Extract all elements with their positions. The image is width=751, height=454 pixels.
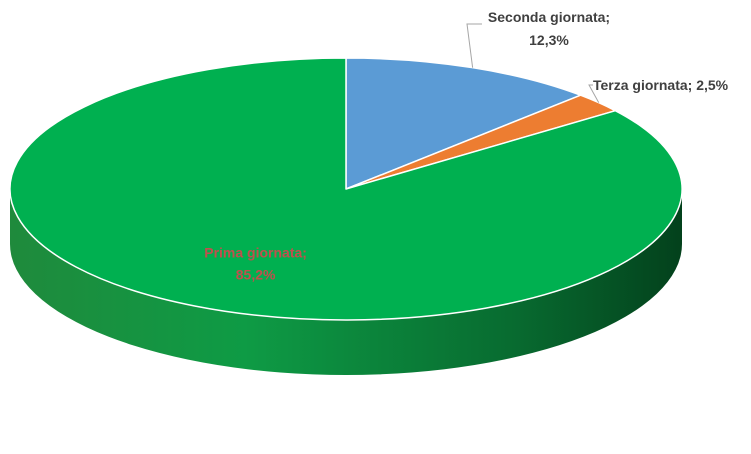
pie-label-terza-giornata-text: Terza giornata; 2,5% (593, 77, 729, 93)
pie-side-prima-giornata (10, 189, 682, 375)
pie-label-prima-giornata-name: Prima giornata; (204, 244, 307, 260)
pie-slice-seconda-giornata (345, 57, 582, 190)
pie-labels: Seconda giornata; 12,3% Terza giornata; 2,… (204, 9, 728, 282)
pie-label-terza-giornata-leader-line (588, 84, 600, 103)
pie-side-wall (10, 189, 682, 375)
pie-label-seconda-giornata-value: 12,3% (529, 32, 569, 48)
pie-label-seconda-giornata-leader-line (466, 23, 482, 68)
pie-label-seconda-giornata-name: Seconda giornata; (488, 9, 610, 25)
pie-top (9, 57, 683, 321)
pie-label-prima-giornata-value: 85,2% (236, 266, 276, 282)
pie-slice-prima-giornata (9, 57, 683, 321)
